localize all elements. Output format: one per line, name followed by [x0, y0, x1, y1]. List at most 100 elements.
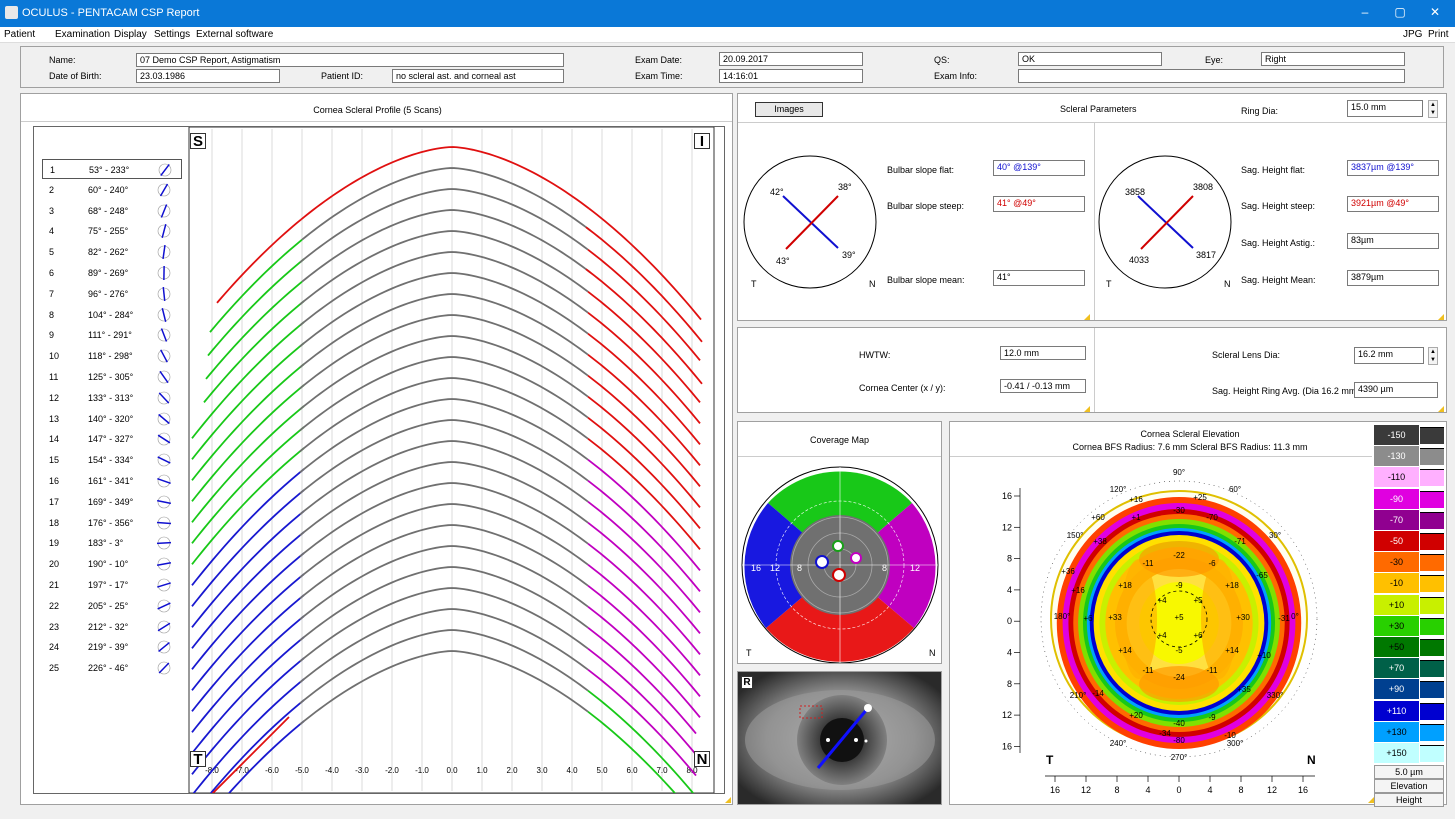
profile-curve-segment — [587, 585, 701, 697]
elevation-angle-label: 150° — [1067, 531, 1084, 540]
scan-list-item[interactable]: 21 197° - 17° — [42, 575, 182, 595]
scan-angle: 82° - 262° — [88, 247, 129, 258]
scan-list-item[interactable]: 24 219° - 39° — [42, 637, 182, 657]
coverage-ring-8-left: 8 — [797, 563, 803, 573]
profile-x-tick: -3.0 — [355, 766, 369, 775]
legend-level: -110 — [1374, 467, 1419, 488]
elevation-angle-label: 60° — [1229, 485, 1241, 494]
elevation-value: -11 — [1143, 559, 1155, 568]
legend-type-button[interactable]: Height — [1374, 793, 1444, 807]
scan-direction-icon — [157, 370, 171, 384]
dob-field: 23.03.1986 — [136, 69, 280, 83]
menu-settings[interactable]: Settings — [154, 29, 191, 40]
elevation-value: -71 — [1234, 537, 1246, 546]
sag-mean-label: Sag. Height Mean: — [1241, 275, 1316, 285]
scan-list-item[interactable]: 23 212° - 32° — [42, 617, 182, 637]
elevation-value: -30 — [1173, 506, 1185, 515]
scan-list-item[interactable]: 12 133° - 313° — [42, 388, 182, 408]
ring-dia-spinner[interactable]: ▲ ▼ — [1428, 100, 1438, 118]
scan-list-item[interactable]: 15 154° - 334° — [42, 450, 182, 470]
profile-curve-segment — [191, 447, 305, 565]
scan-list-item[interactable]: 19 183° - 3° — [42, 533, 182, 553]
images-button[interactable]: Images — [755, 102, 823, 117]
scan-number: 16 — [49, 476, 60, 486]
profile-curve-segment — [191, 594, 305, 712]
scan-list-item[interactable]: 18 176° - 356° — [42, 513, 182, 533]
scan-list-item[interactable]: 11 125° - 305° — [42, 367, 182, 387]
minimize-button[interactable]: – — [1361, 5, 1369, 19]
legend-mode-button[interactable]: Elevation — [1374, 779, 1444, 793]
ring-dia-field[interactable]: 15.0 mm — [1347, 100, 1423, 117]
scan-list-item[interactable]: 20 190° - 10° — [42, 554, 182, 574]
close-button[interactable]: ✕ — [1429, 5, 1441, 19]
sag-mean-field: 3879µm — [1347, 270, 1439, 286]
elevation-y-tick: 12 — [1002, 522, 1012, 532]
menu-patient[interactable]: Patient — [4, 29, 36, 40]
profile-x-tick: -7.0 — [235, 766, 249, 775]
menu-jpg[interactable]: JPG — [1403, 29, 1423, 40]
menu-print[interactable]: Print — [1428, 29, 1449, 40]
profile-curve-segment — [587, 711, 677, 793]
profile-x-tick: -2.0 — [385, 766, 399, 775]
scan-list-item[interactable]: 22 205° - 25° — [42, 596, 182, 616]
scan-list-item[interactable]: 10 118° - 298° — [42, 346, 182, 366]
scan-list-item[interactable]: 13 140° - 320° — [42, 409, 182, 429]
bulbar-t-label: T — [751, 279, 757, 289]
sag-flat-field: 3837µm @139° — [1347, 160, 1439, 176]
scan-list-item[interactable]: 14 147° - 327° — [42, 429, 182, 449]
legend-level: -150 — [1374, 425, 1419, 445]
profile-curve-segment — [299, 524, 589, 600]
elevation-value: +18 — [1118, 581, 1132, 590]
qs-field[interactable]: OK — [1018, 52, 1162, 66]
profile-curve-segment — [227, 720, 305, 793]
scan-list-item[interactable]: 3 68° - 248° — [42, 201, 182, 221]
scan-list-item[interactable]: 8 104° - 284° — [42, 305, 182, 325]
profile-curve-segment — [191, 657, 305, 775]
scan-list-item[interactable]: 1 53° - 233° — [42, 159, 182, 179]
scan-list-item[interactable]: 16 161° - 341° — [42, 471, 182, 491]
scan-angle: 190° - 10° — [88, 559, 129, 570]
elevation-x-tick: 4 — [1207, 785, 1212, 795]
elevation-value: +10 — [1257, 651, 1271, 660]
menu-external-software[interactable]: External software — [196, 29, 274, 40]
elevation-contour — [1139, 582, 1219, 664]
scan-list-item[interactable]: 17 169° - 349° — [42, 492, 182, 512]
scan-list-item[interactable]: 4 75° - 255° — [42, 221, 182, 241]
scan-number: 5 — [49, 247, 55, 258]
scan-number: 20 — [49, 559, 60, 570]
legend-swatch — [1420, 723, 1444, 741]
scan-list-item[interactable]: 2 60° - 240° — [42, 180, 182, 200]
menu-examination[interactable]: Examination — [55, 29, 111, 40]
legend-swatch — [1420, 681, 1444, 699]
profile-x-tick: 0.0 — [446, 766, 458, 775]
exam-info-field[interactable] — [1018, 69, 1405, 83]
scan-list-item[interactable]: 9 111° - 291° — [42, 325, 182, 345]
menu-display[interactable]: Display — [114, 29, 147, 40]
scan-angle: 111° - 291° — [88, 330, 132, 341]
lens-dia-field[interactable]: 16.2 mm — [1354, 347, 1424, 364]
profile-curve-segment — [299, 188, 589, 264]
coverage-title: Coverage Map — [809, 435, 870, 445]
profile-curve-segment — [191, 342, 305, 460]
scan-number: 25 — [49, 663, 60, 674]
scan-list-item[interactable]: 25 226° - 46° — [42, 658, 182, 678]
sag-steep-label: Sag. Height steep: — [1241, 201, 1316, 211]
scan-list-item[interactable]: 5 82° - 262° — [42, 242, 182, 262]
elevation-y-tick: 4 — [1007, 648, 1012, 658]
lens-dia-spinner[interactable]: ▲ ▼ — [1428, 347, 1438, 365]
scan-list-item[interactable]: 7 96° - 276° — [42, 284, 182, 304]
bulbar-angle-tl: 42° — [770, 187, 784, 197]
restore-button[interactable]: ▢ — [1394, 5, 1406, 19]
profile-curve-segment — [587, 564, 701, 676]
scan-angle: 212° - 32° — [88, 621, 129, 632]
profile-curve-segment — [299, 587, 589, 663]
elevation-y-tick: 8 — [1007, 554, 1012, 564]
legend-swatch — [1420, 702, 1444, 720]
profile-curve-segment — [299, 230, 589, 306]
scan-list-item[interactable]: 6 89° - 269° — [42, 263, 182, 283]
profile-curve-segment — [299, 272, 589, 348]
elevation-value: +16 — [1071, 586, 1085, 595]
scleral-parameters-panel: Images Scleral Parameters Ring Dia: 15.0… — [737, 93, 1447, 321]
legend-swatch — [1420, 469, 1444, 487]
elevation-value: -5 — [1175, 646, 1183, 655]
